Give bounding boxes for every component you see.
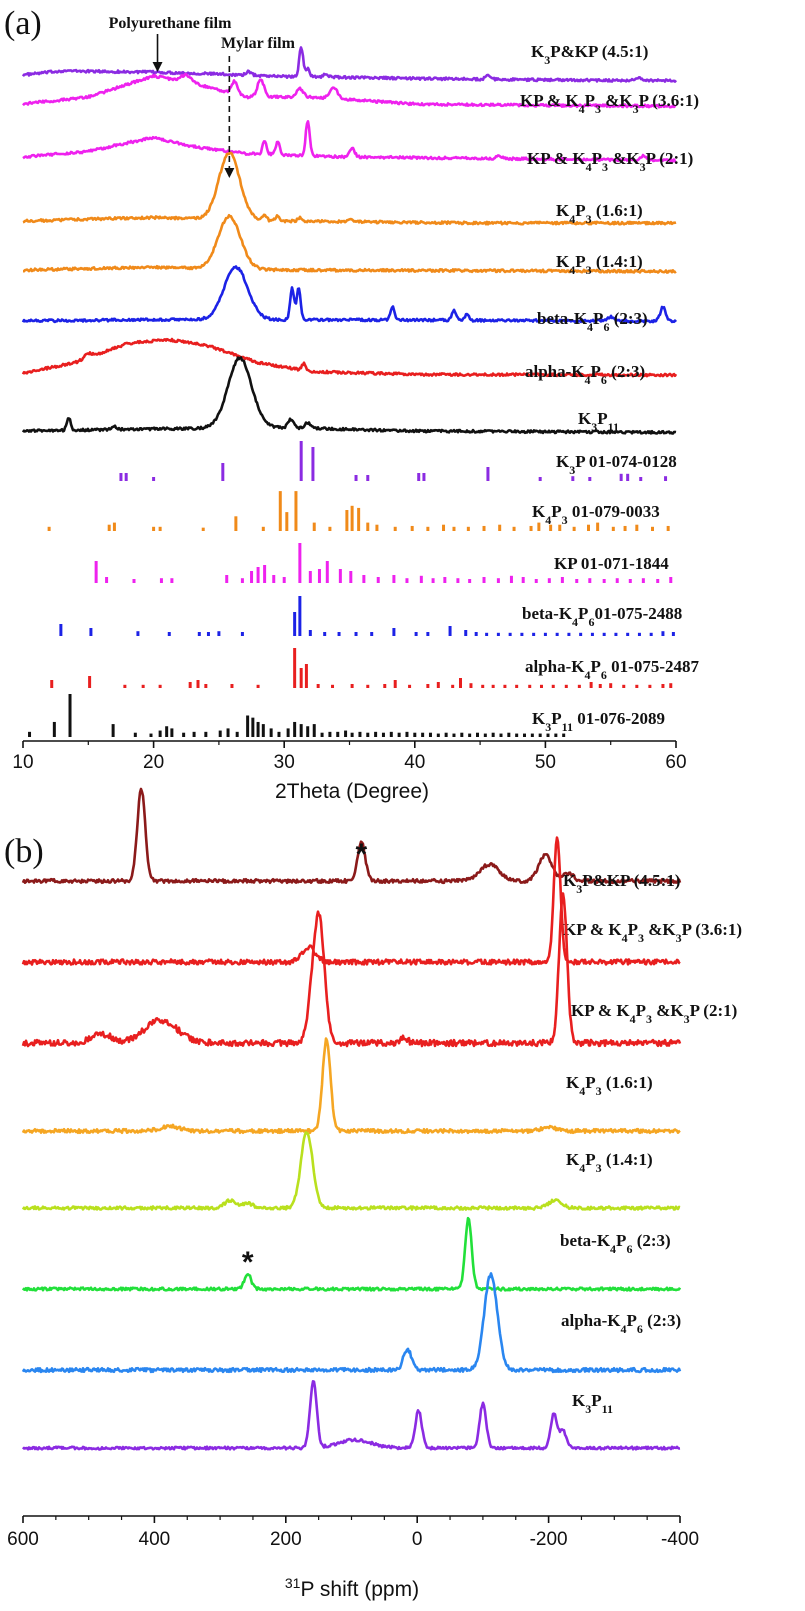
xrd-traces: K3P&KP (4.5:1) KP & K4P3 &K3P (3.6:1) KP &… — [21, 42, 699, 435]
ref-pattern-alpha-k4p6-01-075-2487: alpha-K4P6 01-075-2487 — [50, 648, 699, 688]
nmr-trace-kp-k4p3-k3p-3-6-1 — [21, 836, 681, 966]
xrd-trace-label: beta-K4P6 (2:3) — [537, 309, 648, 334]
xrd-trace-kp-k4p3-k3p-3-6-1 — [22, 72, 677, 109]
nmr-tick-label: 0 — [412, 1529, 423, 1550]
ref-pattern-beta-k4p601-075-2488: beta-K4P601-075-2488 — [59, 596, 682, 636]
nmr-trace-label: beta-K4P6 (2:3) — [560, 1231, 671, 1256]
nmr-x-axis-title-superscript: 31 — [285, 1575, 301, 1591]
ref-pattern-label: K4P3 01-079-0033 — [532, 502, 660, 527]
ref-pattern-label: beta-K4P601-075-2488 — [522, 604, 682, 629]
annotation-mylar-film: Mylar film — [221, 35, 296, 52]
impurity-star-marker: * — [242, 1246, 254, 1279]
xrd-trace-k3p-kp-4-5-1 — [21, 46, 678, 83]
xrd-trace-label: alpha-K4P6 (2:3) — [525, 362, 645, 387]
xrd-tick-label: 60 — [665, 752, 686, 773]
xrd-reference-patterns: K3P 01-074-0128 K4P3 01-079-0033 KP 01-071… — [28, 441, 699, 737]
nmr-trace-kp-k4p3-k3p-2-1 — [21, 892, 682, 1048]
panel-a-label: (a) — [4, 5, 42, 42]
panel-b-label: (b) — [4, 833, 44, 870]
xrd-x-axis: 10 20 30 40 50 60 — [12, 740, 687, 773]
xrd-trace-label: KP & K4P3 &K3P (3.6:1) — [520, 91, 699, 116]
nmr-x-axis-title: 31P shift (ppm) — [285, 1575, 419, 1601]
ref-pattern-label: K3P11 01-076-2089 — [532, 709, 665, 734]
ref-pattern-k4p3-01-079-0033: K4P3 01-079-0033 — [47, 491, 670, 531]
xrd-tick-label: 40 — [404, 752, 425, 773]
ref-pattern-label: KP 01-071-1844 — [554, 554, 669, 573]
ref-pattern-label: K3P 01-074-0128 — [556, 452, 677, 477]
xrd-trace-k3p11 — [21, 356, 677, 435]
nmr-tick-label: 600 — [7, 1529, 39, 1550]
nmr-trace-k4p3-1-4-1 — [21, 1131, 681, 1211]
annotation-arrow-head — [152, 62, 163, 72]
xrd-tick-label: 50 — [535, 752, 556, 773]
nmr-trace-k3p-kp-4-5-1 — [21, 787, 682, 885]
xrd-trace-k4p3-1-4-1 — [22, 213, 677, 274]
nmr-traces: K3P&KP (4.5:1) KP & K4P3 &K3P (3.6:1) KP &… — [21, 787, 742, 1451]
nmr-tick-label: 200 — [270, 1529, 302, 1550]
nmr-x-axis: 600 400 200 0 -200 -400 — [7, 1515, 699, 1550]
panel-a-xrd: (a) K3P&KP (4.5:1) KP & K4P3 &K3P (3.6:1)… — [4, 5, 699, 803]
xrd-trace-k4p3-1-6-1 — [22, 151, 677, 226]
nmr-trace-label: K4P3 (1.6:1) — [566, 1073, 653, 1098]
xrd-annotations: Polyurethane film Mylar film — [109, 15, 296, 178]
xrd-trace-beta-k4p6-2-3 — [21, 265, 677, 324]
ref-pattern-k3p11-01-076-2089: K3P11 01-076-2089 — [28, 694, 665, 737]
nmr-trace-alpha-k4p6-2-3 — [21, 1272, 682, 1374]
xrd-tick-label: 10 — [12, 752, 33, 773]
xrd-trace-alpha-k4p6-2-3 — [21, 337, 678, 378]
nmr-trace-label: K4P3 (1.4:1) — [566, 1150, 653, 1175]
xrd-tick-label: 30 — [274, 752, 295, 773]
nmr-tick-label: 400 — [139, 1529, 171, 1550]
nmr-trace-beta-k4p6-2-3 — [21, 1216, 682, 1292]
ref-pattern-k3p-01-074-0128: K3P 01-074-0128 — [119, 441, 677, 481]
ref-pattern-kp-01-071-1844: KP 01-071-1844 — [94, 543, 673, 583]
xrd-trace-label: KP & K4P3 &K3P (2:1) — [527, 149, 693, 174]
impurity-star-marker: * — [356, 838, 368, 871]
nmr-trace-label: KP & K4P3 &K3P (2:1) — [571, 1001, 737, 1026]
nmr-trace-k3p11 — [22, 1380, 681, 1451]
nmr-tick-label: -400 — [661, 1529, 699, 1550]
panel-b-nmr: (b) K3P&KP (4.5:1) KP & K4P3 &K3P (3.6:1)… — [4, 787, 742, 1601]
xrd-trace-label: K3P&KP (4.5:1) — [531, 42, 648, 67]
xrd-x-axis-title: 2Theta (Degree) — [275, 780, 429, 803]
nmr-tick-label: -200 — [530, 1529, 568, 1550]
nmr-trace-k4p3-1-6-1 — [21, 1037, 681, 1135]
nmr-annotations: ** — [242, 838, 368, 1279]
xrd-tick-label: 20 — [143, 752, 164, 773]
annotation-polyurethane-film: Polyurethane film — [109, 15, 232, 32]
annotation-arrow-head — [224, 168, 235, 178]
nmr-trace-label: KP & K4P3 &K3P (3.6:1) — [563, 920, 742, 945]
xrd-trace-kp-k4p3-k3p-2-1 — [22, 120, 677, 163]
nmr-trace-label: K3P&KP (4.5:1) — [563, 871, 680, 896]
nmr-trace-label: K3P11 — [572, 1391, 613, 1416]
ref-pattern-label: alpha-K4P6 01-075-2487 — [525, 657, 699, 682]
nmr-x-axis-title-text: P shift (ppm) — [300, 1578, 419, 1601]
nmr-trace-label: alpha-K4P6 (2:3) — [561, 1311, 681, 1336]
